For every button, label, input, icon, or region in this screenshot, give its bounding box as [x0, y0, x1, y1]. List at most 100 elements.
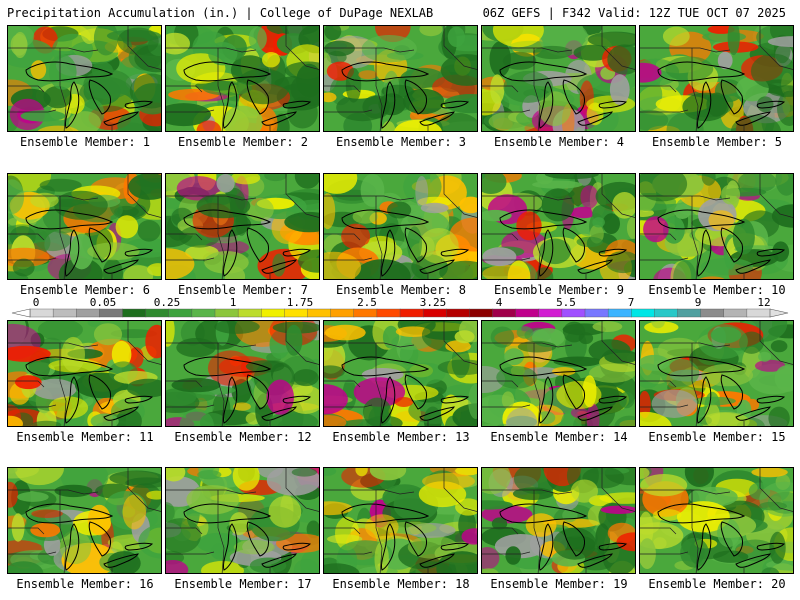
state-border	[533, 490, 541, 573]
precip-blob	[651, 321, 665, 329]
colorbar-swatch	[145, 308, 170, 318]
colorbar-swatch	[214, 308, 239, 318]
state-border	[217, 196, 225, 279]
ensemble-member-label: Ensemble Member: 7	[177, 283, 309, 297]
precip-blob	[700, 258, 754, 276]
precip-blob	[17, 491, 49, 502]
colorbar-tick-label: 9	[694, 296, 702, 309]
precip-blob	[291, 468, 318, 477]
ensemble-member-map	[165, 467, 320, 574]
precip-blob	[516, 211, 542, 241]
colorbar-tick-label: 0.25	[153, 296, 181, 309]
precip-blob	[8, 468, 18, 474]
state-border	[59, 196, 67, 279]
lake-outline	[419, 406, 455, 421]
ensemble-member-map	[323, 25, 478, 132]
state-border	[285, 321, 319, 365]
precip-blob	[69, 233, 94, 270]
state-border	[166, 380, 203, 388]
ensemble-member-label: Ensemble Member: 17	[174, 577, 312, 591]
state-border	[8, 342, 99, 348]
precip-map	[324, 321, 477, 426]
precip-blob	[592, 217, 605, 228]
precip-blob	[482, 468, 511, 495]
lake-outline	[124, 100, 153, 109]
state-border	[482, 109, 531, 113]
state-border	[127, 174, 161, 218]
precip-blob	[604, 349, 635, 364]
precip-blob	[482, 547, 500, 570]
state-border	[8, 257, 57, 261]
precip-blob	[285, 324, 303, 356]
state-border	[8, 233, 45, 241]
precip-blob	[732, 218, 755, 255]
lake-outline	[381, 81, 396, 129]
precip-blob	[544, 174, 599, 180]
precip-blob	[30, 60, 47, 80]
precip-blob	[496, 366, 538, 389]
state-border	[443, 468, 477, 512]
precip-blob	[93, 323, 123, 346]
lake-outline	[720, 227, 743, 263]
lake-outline	[282, 395, 311, 404]
precip-blob	[758, 501, 787, 511]
state-border	[691, 343, 699, 426]
precip-blob	[362, 397, 392, 426]
precip-blob	[111, 340, 132, 368]
precip-blob	[30, 192, 59, 208]
ensemble-member-map	[639, 467, 794, 574]
precip-blob	[8, 481, 19, 508]
state-border	[324, 47, 415, 53]
precip-blob	[394, 119, 442, 131]
state-border	[166, 47, 257, 53]
ensemble-member-map	[639, 25, 794, 132]
precip-blob	[196, 532, 241, 554]
precip-map	[482, 468, 635, 573]
precip-blob	[721, 184, 741, 205]
colorbar-swatch	[261, 308, 285, 318]
ensemble-member-map	[7, 320, 162, 427]
state-border	[324, 489, 415, 495]
precip-blob	[266, 379, 294, 415]
ensemble-member-label: Ensemble Member: 15	[648, 430, 786, 444]
precip-blob	[360, 174, 385, 207]
colorbar-swatch	[122, 308, 147, 318]
state-border	[601, 174, 635, 218]
lake-outline	[577, 406, 613, 421]
ensemble-member-map	[323, 467, 478, 574]
state-border	[375, 196, 383, 279]
precip-blob	[284, 211, 319, 233]
lake-outline	[183, 503, 272, 524]
precip-blob	[352, 209, 378, 224]
lake-outline	[223, 376, 238, 424]
state-border	[166, 342, 257, 348]
precip-blob	[166, 518, 201, 554]
colorbar-swatch	[29, 308, 54, 318]
precip-blob	[176, 176, 221, 201]
precip-blob	[503, 70, 553, 103]
precip-blob	[768, 406, 790, 426]
precip-blob	[202, 80, 253, 96]
precip-blob	[415, 176, 429, 208]
precip-blob	[249, 557, 287, 573]
lake-outline	[735, 553, 771, 568]
lake-outline	[223, 229, 238, 277]
lake-outline	[246, 374, 269, 410]
lake-outline	[499, 209, 588, 230]
lake-outline	[124, 248, 153, 257]
lake-outline	[562, 521, 585, 557]
state-border	[166, 85, 203, 93]
precip-blob	[128, 174, 161, 200]
state-border	[482, 195, 573, 201]
precip-blob	[216, 174, 235, 193]
precip-blob	[443, 94, 477, 114]
precip-blob	[576, 236, 603, 248]
colorbar-swatch	[76, 308, 100, 318]
lake-outline	[539, 376, 554, 424]
lake-outline	[124, 542, 153, 551]
state-border	[640, 195, 731, 201]
colorbar-swatch	[399, 308, 424, 318]
ensemble-member-label: Ensemble Member: 19	[490, 577, 628, 591]
precip-blob	[125, 477, 161, 488]
lake-outline	[103, 111, 139, 126]
